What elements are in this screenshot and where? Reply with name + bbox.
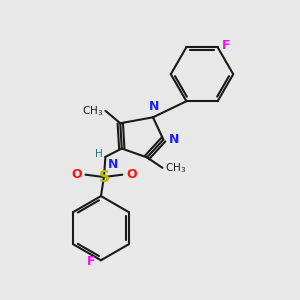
Text: CH$_3$: CH$_3$ [165, 161, 186, 175]
Text: N: N [169, 133, 179, 146]
Text: F: F [222, 39, 231, 52]
Text: N: N [108, 158, 118, 171]
Text: S: S [98, 169, 110, 184]
Text: N: N [148, 100, 159, 113]
Text: O: O [71, 168, 82, 181]
Text: F: F [87, 255, 96, 268]
Text: H: H [95, 149, 103, 160]
Text: CH$_3$: CH$_3$ [82, 104, 103, 118]
Text: O: O [126, 168, 136, 181]
